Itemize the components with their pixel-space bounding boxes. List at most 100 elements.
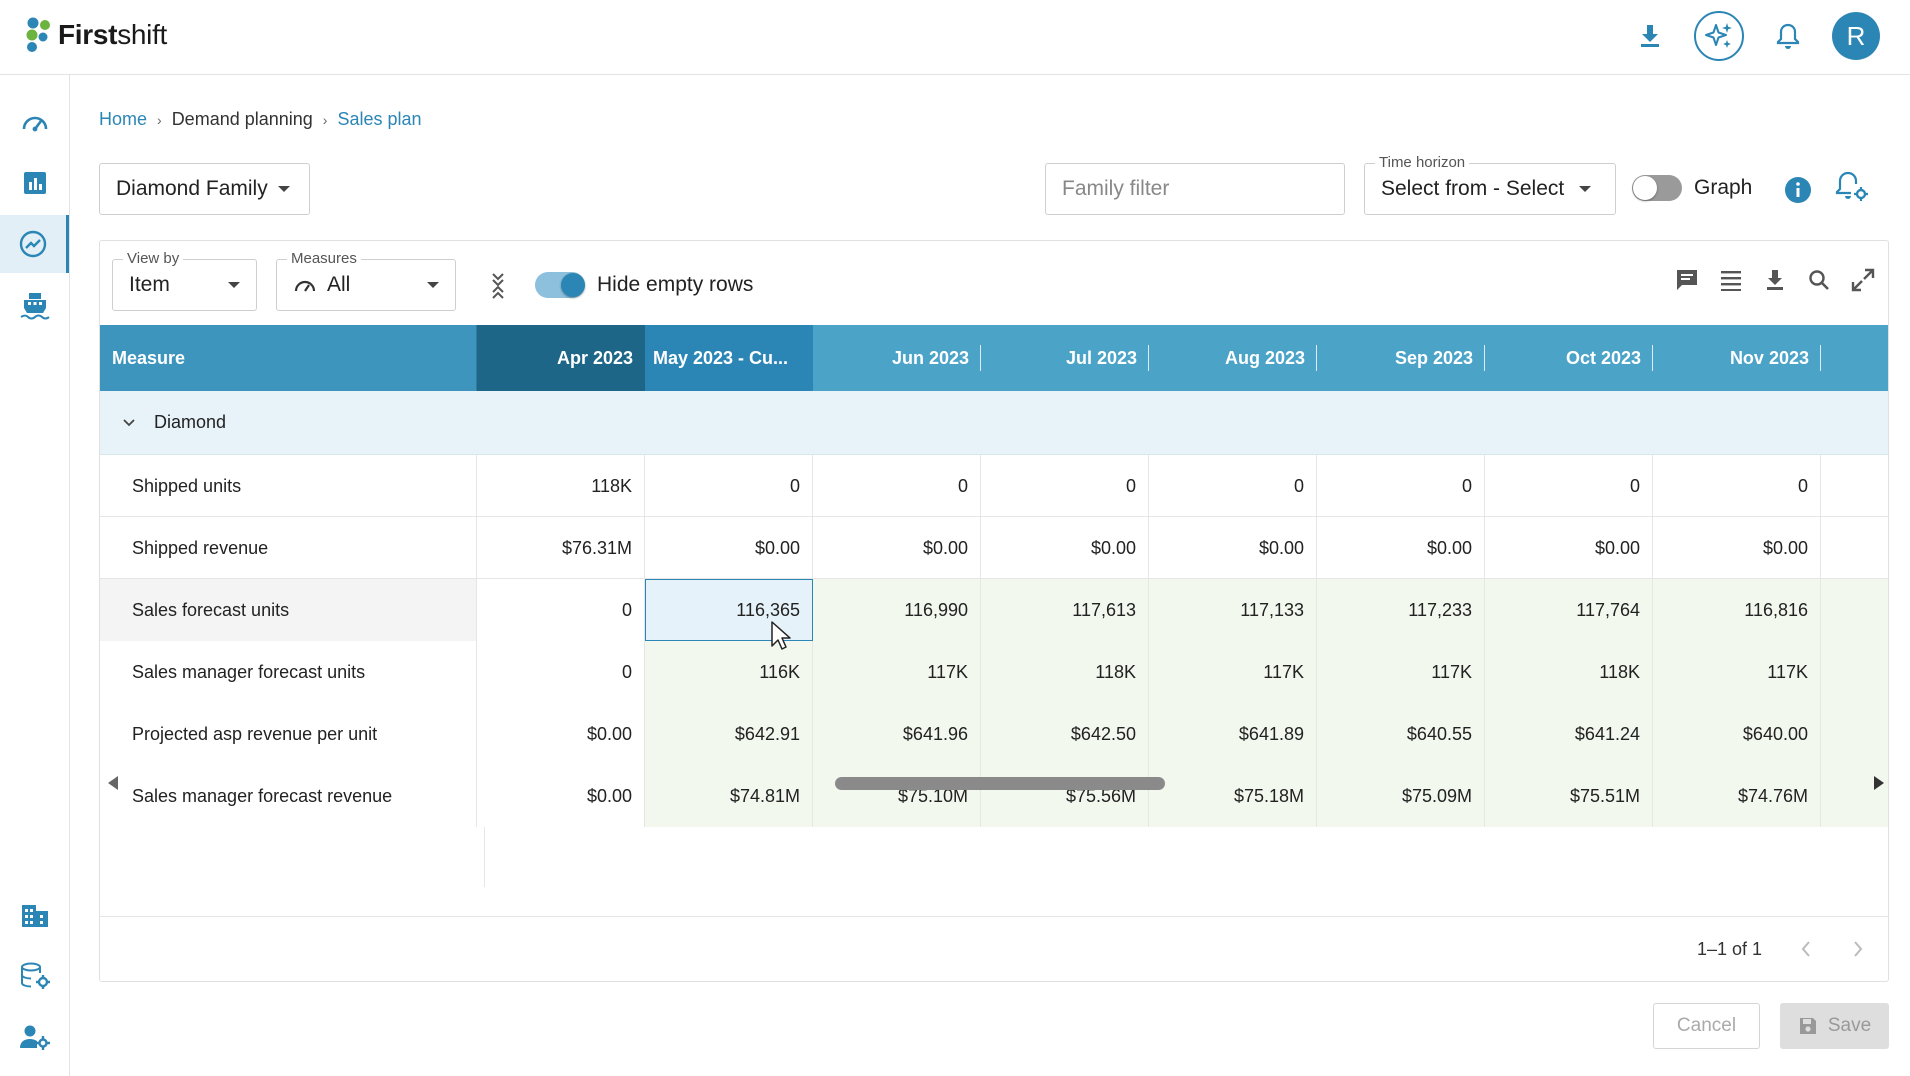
collapse-all-icon[interactable] xyxy=(490,271,506,306)
sidebar-item-organization[interactable] xyxy=(0,886,69,944)
chevron-down-icon[interactable] xyxy=(122,418,136,428)
mouse-pointer-icon xyxy=(771,621,791,650)
cell-aug-2023[interactable]: 117K xyxy=(1149,641,1317,703)
measures-select[interactable]: Measures All xyxy=(276,250,456,311)
cell-oct-2023[interactable]: $641.24 xyxy=(1485,703,1653,765)
column-header-oct-2023[interactable]: Oct 2023 xyxy=(1485,325,1653,391)
cell-sep-2023[interactable]: $75.09M xyxy=(1317,765,1485,827)
column-header-nov-2023[interactable]: Nov 2023 xyxy=(1653,325,1821,391)
cancel-button[interactable]: Cancel xyxy=(1653,1003,1760,1049)
logo[interactable]: Firstshift xyxy=(24,16,167,54)
column-header-jun-2023[interactable]: Jun 2023 xyxy=(813,325,981,391)
search-icon[interactable] xyxy=(1804,265,1834,295)
cell-oct-2023: $0.00 xyxy=(1485,517,1653,579)
column-header-measure[interactable]: Measure xyxy=(100,325,477,391)
user-gear-icon xyxy=(19,1025,50,1050)
previous-page-icon[interactable] xyxy=(1794,937,1818,961)
cell-sep-2023[interactable]: 117K xyxy=(1317,641,1485,703)
cell-sep-2023: 0 xyxy=(1317,455,1485,517)
cell-apr-2023: $76.31M xyxy=(477,517,645,579)
view-by-select[interactable]: View by Item xyxy=(112,250,257,311)
time-horizon-select[interactable]: Time horizon Select from - Select to xyxy=(1364,154,1616,215)
cell-may-2023[interactable]: 116K xyxy=(645,641,813,703)
cell-aug-2023[interactable]: $641.89 xyxy=(1149,703,1317,765)
family-select[interactable]: Diamond Family xyxy=(99,163,310,215)
cell-nov-2023[interactable]: $640.00 xyxy=(1653,703,1821,765)
cell-aug-2023[interactable]: $75.18M xyxy=(1149,765,1317,827)
column-header-sep-2023[interactable]: Sep 2023 xyxy=(1317,325,1485,391)
scroll-thumb[interactable] xyxy=(835,777,1165,790)
cell-nov-2023[interactable]: 117K xyxy=(1653,641,1821,703)
column-header-aug-2023[interactable]: Aug 2023 xyxy=(1149,325,1317,391)
cell-jul-2023[interactable]: 118K xyxy=(981,641,1149,703)
table-row: Sales manager forecast units 0 116K 117K 118… xyxy=(100,641,1888,703)
next-page-icon[interactable] xyxy=(1846,937,1870,961)
ai-assistant-button[interactable] xyxy=(1694,11,1744,61)
table-row: Shipped units 118K 0 0 0 0 0 0 0 xyxy=(100,455,1888,517)
breadcrumb-demand-planning[interactable]: Demand planning xyxy=(171,109,313,129)
cell-may-2023[interactable]: $74.81M xyxy=(645,765,813,827)
cell-oct-2023[interactable]: 118K xyxy=(1485,641,1653,703)
sidebar-item-dashboard[interactable] xyxy=(0,93,69,151)
cell-jul-2023[interactable]: $75.56M xyxy=(981,765,1149,827)
cell-aug-2023: $0.00 xyxy=(1149,517,1317,579)
cell-may-2023[interactable]: 116,365 xyxy=(645,579,813,641)
cell-may-2023: 0 xyxy=(645,455,813,517)
download-icon[interactable] xyxy=(1624,10,1676,62)
hide-empty-rows-label: Hide empty rows xyxy=(597,273,754,296)
cell-sep-2023[interactable]: $640.55 xyxy=(1317,703,1485,765)
sidebar-item-data-settings[interactable] xyxy=(0,947,69,1005)
cell-jun-2023[interactable]: $75.10M xyxy=(813,765,981,827)
cell-oct-2023[interactable]: 117,764 xyxy=(1485,579,1653,641)
scroll-left-arrow[interactable] xyxy=(108,776,118,790)
cell-oct-2023[interactable]: $75.51M xyxy=(1485,765,1653,827)
export-icon[interactable] xyxy=(1760,265,1790,295)
graph-toggle[interactable] xyxy=(1632,175,1682,201)
cell-aug-2023[interactable]: 117,133 xyxy=(1149,579,1317,641)
sidebar-item-analytics[interactable] xyxy=(0,154,69,212)
breadcrumb: Home › Demand planning › Sales plan xyxy=(99,109,422,130)
cell-jul-2023[interactable]: $642.50 xyxy=(981,703,1149,765)
comment-icon[interactable] xyxy=(1672,265,1702,295)
density-icon[interactable] xyxy=(1716,265,1746,295)
family-filter-input[interactable] xyxy=(1045,163,1345,215)
cell-jun-2023[interactable]: $641.96 xyxy=(813,703,981,765)
scroll-right-arrow[interactable] xyxy=(1874,776,1884,790)
group-label: Diamond xyxy=(154,412,227,432)
sidebar-item-demand-planning[interactable] xyxy=(0,215,69,273)
cell-overflow xyxy=(1821,703,1888,765)
time-horizon-value: Select from - Select to xyxy=(1381,177,1569,200)
cell-sep-2023[interactable]: 117,233 xyxy=(1317,579,1485,641)
cell-jun-2023[interactable]: 116,990 xyxy=(813,579,981,641)
user-avatar[interactable]: R xyxy=(1832,12,1880,60)
column-header-may-2023[interactable]: May 2023 - Cu... xyxy=(645,325,813,391)
cell-apr-2023: $0.00 xyxy=(477,765,645,827)
cell-jul-2023[interactable]: 117,613 xyxy=(981,579,1149,641)
sidebar xyxy=(0,75,70,1076)
cell-apr-2023: 0 xyxy=(477,579,645,641)
fullscreen-icon[interactable] xyxy=(1848,265,1878,295)
cell-sep-2023: $0.00 xyxy=(1317,517,1485,579)
cell-overflow xyxy=(1821,765,1888,827)
view-by-label: View by xyxy=(123,250,184,267)
sidebar-item-user-settings[interactable] xyxy=(0,1008,69,1066)
pagination: 1–1 of 1 xyxy=(100,916,1888,982)
info-icon[interactable] xyxy=(1784,176,1812,209)
cell-may-2023[interactable]: $642.91 xyxy=(645,703,813,765)
breadcrumb-home[interactable]: Home xyxy=(99,109,148,129)
cell-jun-2023[interactable]: 117K xyxy=(813,641,981,703)
alert-settings-icon[interactable] xyxy=(1834,170,1870,209)
cell-jul-2023: 0 xyxy=(981,455,1149,517)
cell-nov-2023[interactable]: 116,816 xyxy=(1653,579,1821,641)
notification-bell-icon[interactable] xyxy=(1762,10,1814,62)
sidebar-item-supply[interactable] xyxy=(0,276,69,334)
column-header-apr-2023[interactable]: Apr 2023 xyxy=(477,325,645,391)
horizontal-scrollbar[interactable] xyxy=(100,768,1888,798)
hide-empty-rows-toggle[interactable] xyxy=(535,272,585,298)
breadcrumb-current[interactable]: Sales plan xyxy=(337,109,422,129)
cell-nov-2023[interactable]: $74.76M xyxy=(1653,765,1821,827)
save-button[interactable]: Save xyxy=(1780,1003,1889,1049)
column-header-jul-2023[interactable]: Jul 2023 xyxy=(981,325,1149,391)
grid-empty-area xyxy=(100,827,1888,887)
group-row-diamond[interactable]: Diamond xyxy=(100,391,1888,455)
